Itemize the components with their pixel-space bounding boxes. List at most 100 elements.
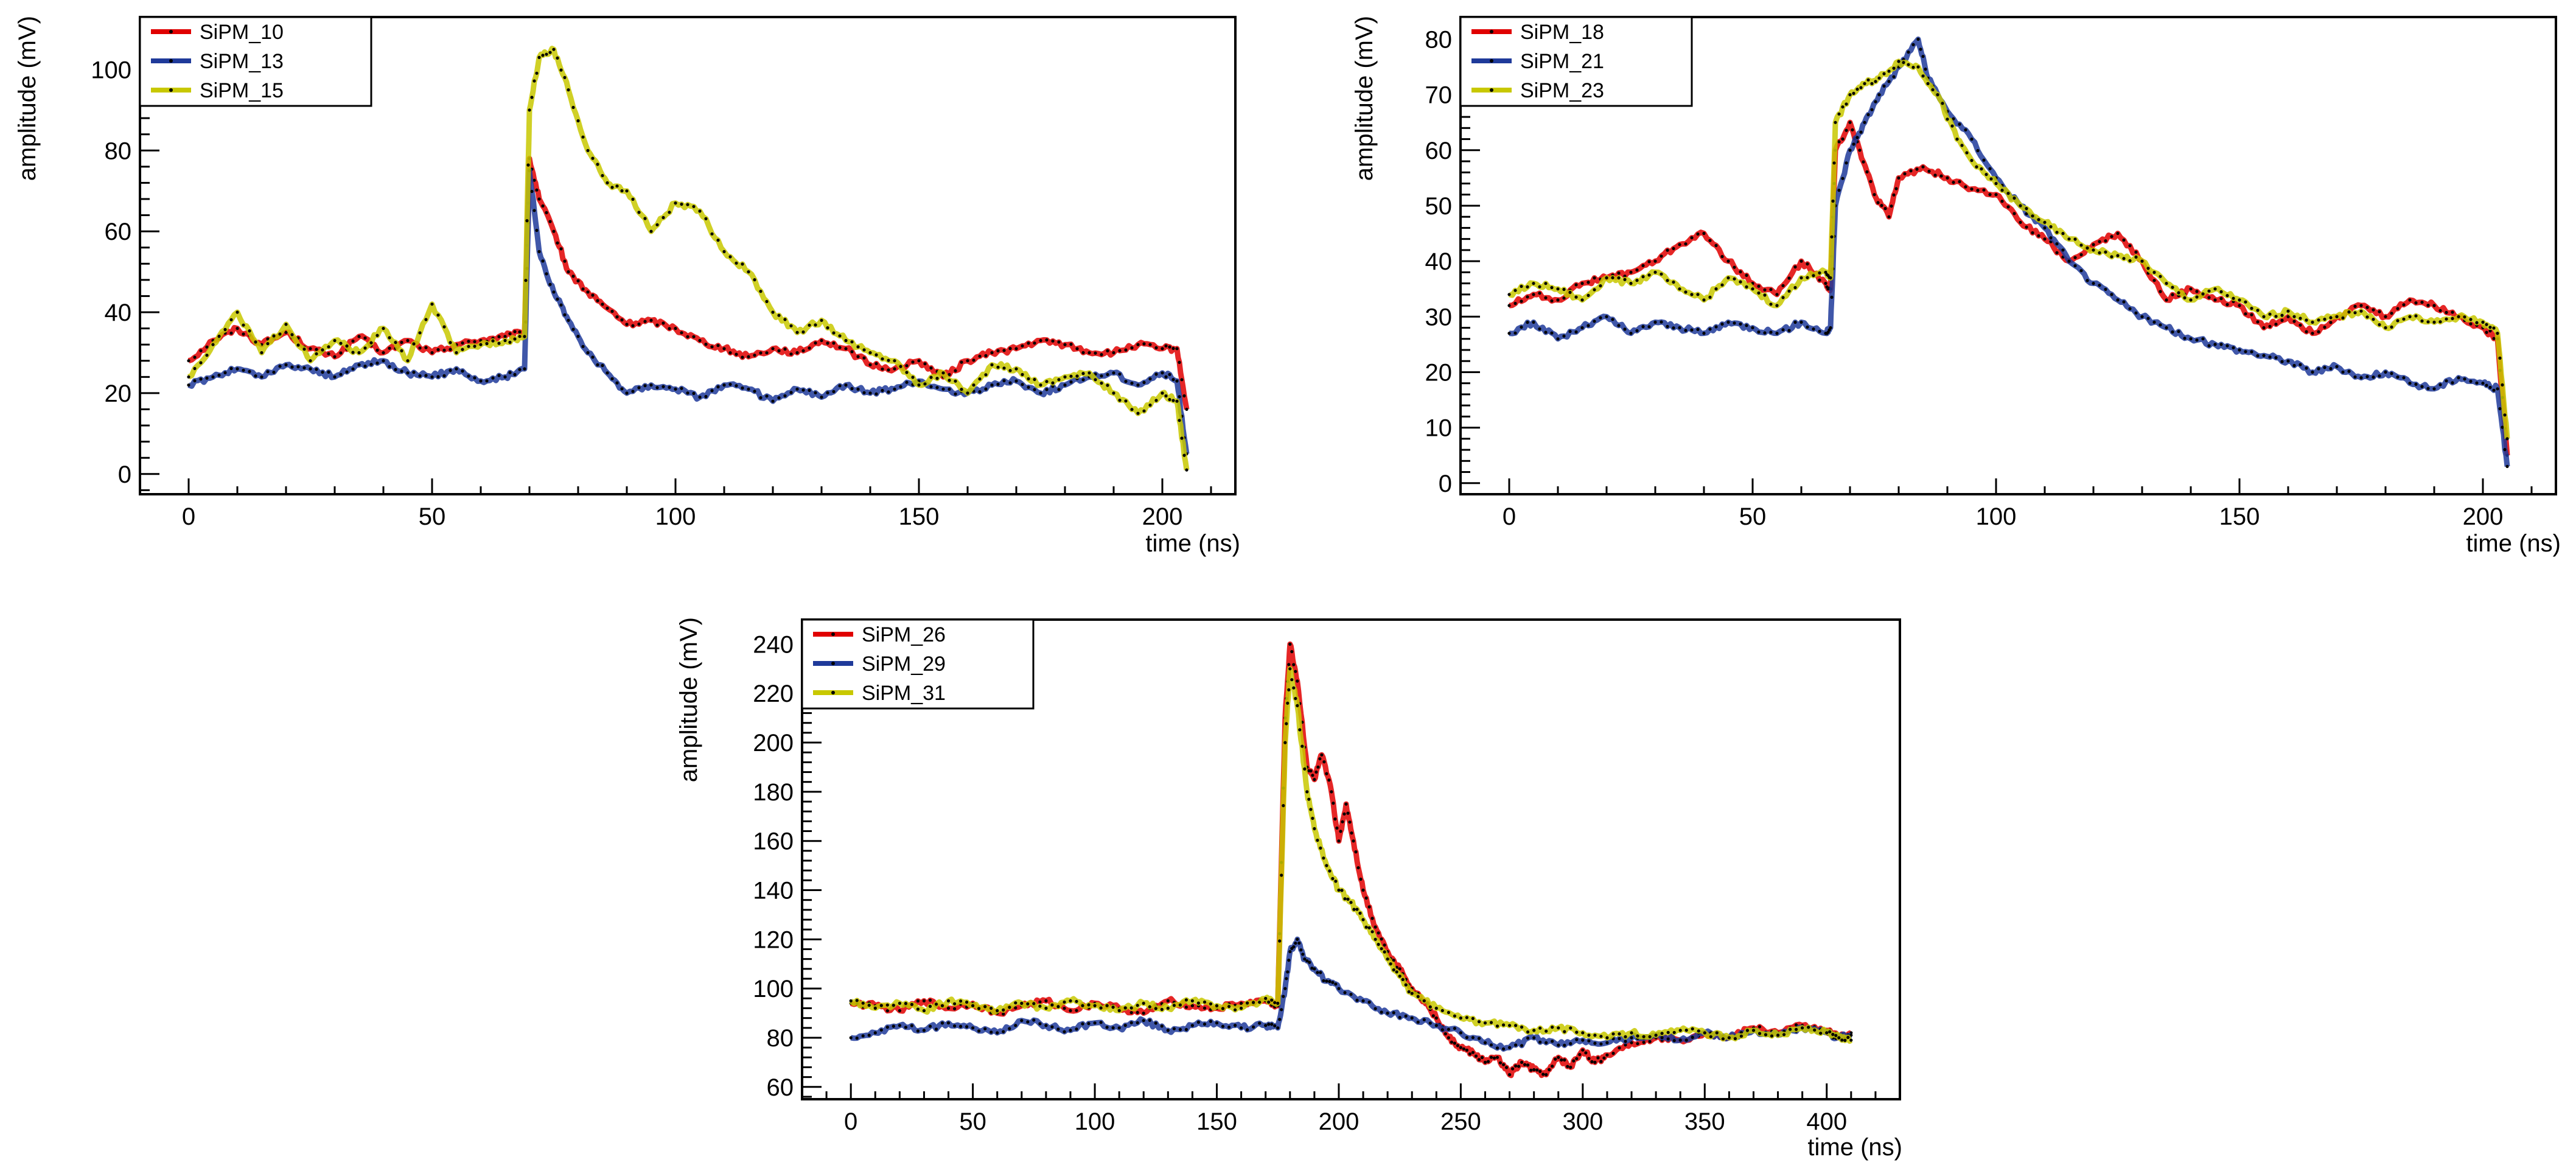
data-point — [1038, 1004, 1042, 1008]
y-axis-title: amplitude (mV) — [14, 16, 41, 181]
data-point — [1575, 1038, 1579, 1041]
data-point — [2378, 374, 2381, 378]
data-point — [674, 201, 677, 205]
y-tick-label: 160 — [753, 828, 794, 855]
data-point — [1855, 136, 1859, 139]
data-point — [545, 272, 548, 276]
data-point — [1544, 330, 1548, 334]
data-point — [1511, 1067, 1515, 1071]
data-point — [741, 386, 744, 390]
data-point — [315, 368, 318, 371]
data-point — [844, 383, 848, 387]
data-point — [382, 351, 385, 355]
data-point — [710, 389, 714, 393]
legend-marker — [831, 662, 835, 665]
data-point — [820, 395, 823, 399]
data-point — [1480, 1055, 1484, 1060]
data-point — [1051, 339, 1055, 343]
data-point — [1136, 343, 1140, 346]
data-point — [2244, 300, 2247, 304]
data-point — [2201, 337, 2205, 341]
data-point — [1654, 1033, 1658, 1037]
data-point — [1769, 302, 1773, 306]
data-point — [2262, 354, 2266, 357]
data-point — [1819, 1032, 1823, 1035]
data-point — [753, 354, 756, 357]
data-point — [530, 189, 534, 194]
data-point — [893, 387, 896, 391]
data-point — [1843, 1038, 1847, 1042]
data-point — [1350, 831, 1353, 835]
data-point — [1795, 1023, 1798, 1027]
data-point — [856, 345, 860, 349]
data-point — [260, 351, 264, 355]
data-point — [2159, 275, 2162, 278]
data-point — [1799, 276, 1803, 280]
data-point — [2055, 231, 2059, 234]
data-point — [1328, 869, 1332, 873]
data-point — [1532, 1029, 1536, 1032]
data-point — [1635, 279, 1639, 282]
data-point — [1825, 1031, 1829, 1035]
data-point — [862, 356, 866, 360]
data-point — [1855, 88, 1859, 91]
data-point — [567, 88, 570, 92]
data-point — [680, 202, 683, 206]
data-point — [783, 318, 787, 321]
data-point — [1848, 93, 1852, 97]
data-point — [333, 338, 337, 343]
data-point — [1044, 1024, 1048, 1027]
data-point — [1666, 324, 1669, 329]
data-point — [193, 355, 197, 359]
data-point — [1538, 285, 1541, 289]
data-point — [1234, 1008, 1237, 1012]
data-point — [1196, 1020, 1200, 1024]
data-point — [596, 363, 599, 366]
data-point — [1647, 273, 1651, 277]
data-point — [1325, 864, 1328, 867]
data-point — [1544, 296, 1548, 299]
data-point — [1946, 117, 1949, 121]
data-point — [892, 1004, 895, 1007]
data-point — [2025, 225, 2028, 229]
data-point — [485, 379, 489, 383]
data-point — [1252, 1025, 1255, 1029]
data-point — [2159, 290, 2162, 293]
data-point — [2250, 350, 2253, 354]
data-point — [1130, 382, 1134, 385]
data-point — [1818, 278, 1821, 282]
data-point — [1428, 1005, 1432, 1009]
data-point — [1240, 1006, 1243, 1010]
data-point — [363, 336, 367, 340]
data-point — [2067, 259, 2071, 263]
data-point — [1168, 397, 1171, 402]
data-point — [1726, 320, 1730, 324]
y-tick-label: 60 — [767, 1074, 794, 1101]
data-point — [1081, 378, 1085, 382]
data-point — [375, 348, 379, 352]
data-point — [2469, 379, 2473, 383]
data-point — [1548, 1068, 1551, 1071]
data-point — [1970, 159, 1974, 163]
data-point — [1184, 1005, 1188, 1009]
data-point — [1303, 957, 1307, 961]
data-point — [1166, 999, 1170, 1002]
data-point — [1532, 293, 1535, 296]
data-point — [187, 359, 190, 363]
data-point — [1578, 1053, 1582, 1057]
data-point — [1105, 1004, 1109, 1007]
data-point — [418, 331, 422, 335]
data-point — [1447, 1010, 1450, 1015]
data-point — [759, 290, 763, 293]
data-point — [2402, 317, 2406, 321]
data-point — [1282, 804, 1285, 808]
x-tick-label: 150 — [1196, 1108, 1237, 1135]
data-point — [698, 395, 702, 399]
data-point — [2492, 388, 2496, 392]
data-point — [1851, 128, 1854, 131]
data-point — [1841, 105, 1845, 109]
data-point — [777, 313, 781, 317]
data-point — [1063, 1007, 1066, 1010]
data-point — [1793, 320, 1797, 324]
data-point — [1033, 388, 1036, 391]
